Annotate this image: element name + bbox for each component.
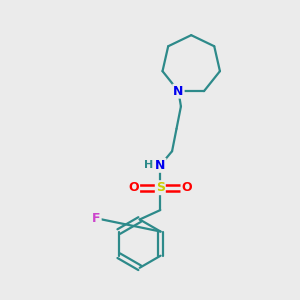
Text: H: H [145, 160, 154, 170]
Text: O: O [182, 181, 192, 194]
Text: N: N [155, 159, 166, 172]
Text: O: O [128, 181, 139, 194]
Text: F: F [92, 212, 101, 225]
Text: N: N [173, 85, 184, 98]
Text: S: S [156, 181, 165, 194]
